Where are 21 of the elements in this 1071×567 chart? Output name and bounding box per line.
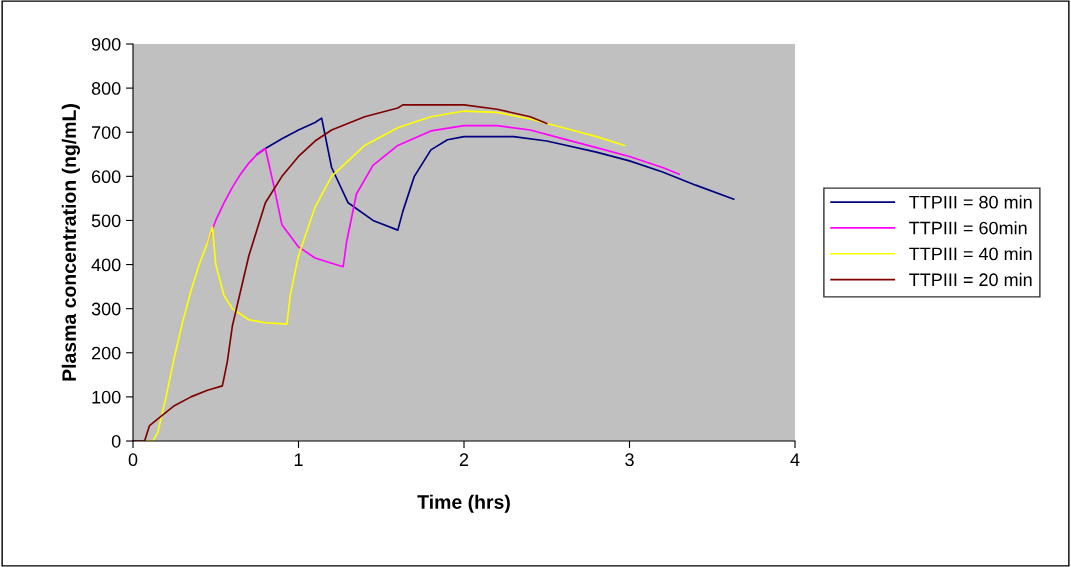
y-axis-title: Plasma concentration (ng/mL) — [61, 104, 80, 381]
legend-label: TTPIII = 20 min — [909, 272, 1032, 287]
y-tick-label: 900 — [91, 37, 121, 51]
y-tick-label: 300 — [91, 302, 121, 316]
x-tick-label: 2 — [459, 453, 469, 466]
y-tick-label: 600 — [91, 170, 121, 184]
y-tick-label: 700 — [92, 126, 121, 139]
legend-label: TTPIII = 60min — [909, 221, 1027, 235]
y-tick-label: 0 — [111, 434, 121, 448]
y-tick-label: 800 — [91, 82, 121, 95]
y-tick-label: 400 — [91, 258, 121, 272]
x-tick-label: 4 — [790, 453, 800, 466]
legend-label: TTPIII = 80 min — [909, 195, 1032, 209]
x-axis-title: Time (hrs) — [417, 494, 510, 513]
x-tick-label: 1 — [294, 453, 303, 466]
x-tick-label: 3 — [625, 453, 634, 467]
y-tick-label: 500 — [91, 214, 121, 228]
legend-label: TTPIII = 40 min — [909, 247, 1032, 261]
y-tick-label: 200 — [91, 346, 121, 360]
x-tick-label: 0 — [128, 453, 138, 467]
y-tick-label: 100 — [92, 390, 121, 404]
